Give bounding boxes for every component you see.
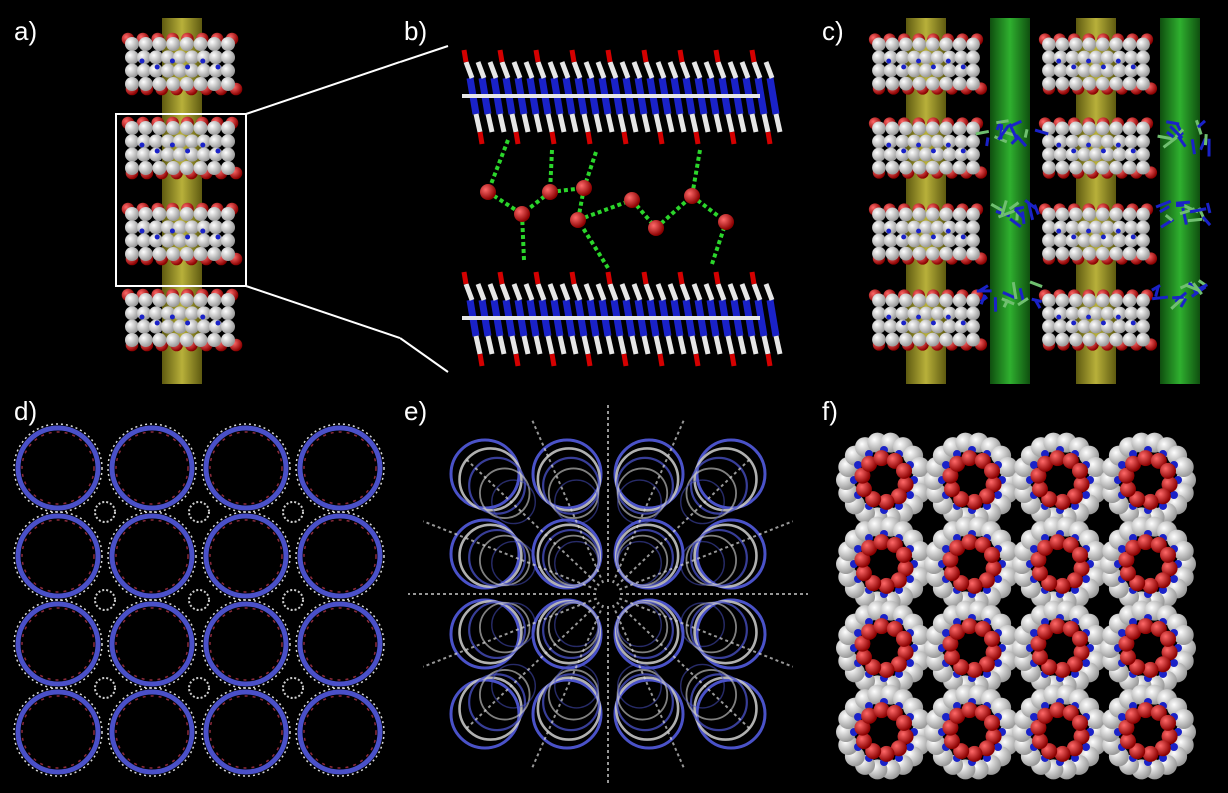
- zoom-line-top-ext: [400, 46, 448, 62]
- macrocycle-wireframe: [108, 512, 196, 600]
- zoom-line-bottom: [246, 286, 400, 338]
- macrocycle: [122, 33, 243, 96]
- macrocycle: [869, 289, 987, 350]
- macrocycle-spacefill: [836, 685, 932, 780]
- macrocycle-wireframe: [296, 688, 384, 776]
- central-pore: [596, 582, 620, 606]
- panel-c-svg: [820, 0, 1228, 390]
- macrocycle-spacefill: [924, 433, 1020, 528]
- panel-b-svg: [400, 0, 820, 390]
- macrocycle-spacefill: [1012, 433, 1108, 528]
- macrocycle-spacefill: [836, 517, 932, 612]
- water-oxygen: [684, 188, 700, 204]
- macrocycle-spacefill: [1012, 517, 1108, 612]
- macrocycle-wireframe: [14, 424, 102, 512]
- macrocycle-wireframe: [202, 424, 290, 512]
- macrocycle-wireframe: [686, 468, 736, 518]
- macrocycle-stick-top: [462, 50, 780, 144]
- interstitial-node: [283, 678, 303, 698]
- macrocycle-wireframe: [686, 670, 736, 720]
- interstitial-node: [95, 590, 115, 610]
- panel-f-spacefill: [820, 396, 1228, 793]
- macrocycle-spacefill: [836, 601, 932, 696]
- macrocycle-wireframe: [296, 600, 384, 688]
- interstitial-node: [189, 678, 209, 698]
- panel-a-svg: [0, 0, 400, 390]
- macrocycle-wireframe: [202, 688, 290, 776]
- macrocycle-spacefill: [836, 433, 932, 528]
- macrocycle: [1039, 117, 1157, 178]
- macrocycle: [869, 33, 987, 94]
- water-oxygen: [718, 214, 734, 230]
- macrocycle-wireframe: [480, 468, 530, 518]
- macrocycle-spacefill: [1100, 433, 1196, 528]
- macrocycle: [122, 289, 243, 352]
- water-oxygen: [576, 180, 592, 196]
- macrocycle-wireframe: [14, 600, 102, 688]
- water-cluster: [480, 140, 734, 268]
- water-oxygen: [514, 206, 530, 222]
- green-channel: [990, 18, 1030, 384]
- panel-e-perspective: [400, 396, 820, 793]
- hydrogen-bond: [578, 200, 632, 220]
- macrocycle-wireframe: [296, 512, 384, 600]
- macrocycle-spacefill: [1100, 517, 1196, 612]
- macrocycle-wireframe: [296, 424, 384, 512]
- macrocycle-stick-bottom: [462, 272, 780, 366]
- interstitial-node: [95, 502, 115, 522]
- interstitial-node: [283, 502, 303, 522]
- macrocycle-wireframe: [108, 600, 196, 688]
- macrocycle-spacefill: [1100, 601, 1196, 696]
- macrocycle: [1039, 289, 1157, 350]
- interstitial-node: [189, 502, 209, 522]
- panel-f-svg: [820, 396, 1228, 793]
- macrocycle-wireframe: [108, 424, 196, 512]
- macrocycle-wireframe: [480, 670, 530, 720]
- panel-c-packing: [820, 0, 1228, 390]
- water-oxygen: [570, 212, 586, 228]
- macrocycle: [1039, 33, 1157, 94]
- water-oxygen: [648, 220, 664, 236]
- macrocycle-spacefill: [924, 601, 1020, 696]
- interstitial-node: [189, 590, 209, 610]
- macrocycle-wireframe: [202, 512, 290, 600]
- panel-d-wireframe: [0, 396, 400, 793]
- interstitial-node: [283, 590, 303, 610]
- hydrogen-bond: [578, 220, 608, 268]
- macrocycle-spacefill: [1012, 601, 1108, 696]
- macrocycle-spacefill: [1012, 685, 1108, 780]
- zoom-line-top: [246, 62, 400, 114]
- macrocycle: [869, 203, 987, 264]
- macrocycle: [122, 117, 243, 180]
- panel-d-svg: [0, 396, 400, 793]
- water-oxygen: [542, 184, 558, 200]
- water-oxygen: [480, 184, 496, 200]
- macrocycle-spacefill: [924, 517, 1020, 612]
- hydrogen-bond: [488, 140, 508, 192]
- macrocycle-wireframe: [108, 688, 196, 776]
- macrocycle: [869, 117, 987, 178]
- guest-molecule: [976, 120, 1048, 146]
- zoom-line-bottom-ext: [400, 338, 448, 372]
- macrocycle-wireframe: [14, 688, 102, 776]
- macrocycle-spacefill: [924, 685, 1020, 780]
- panel-e-svg: [400, 396, 820, 793]
- green-channel: [1160, 18, 1200, 384]
- panel-a-stack: [0, 0, 400, 390]
- interstitial-node: [95, 678, 115, 698]
- macrocycle: [1039, 203, 1157, 264]
- macrocycle: [122, 203, 243, 266]
- macrocycle-spacefill: [1100, 685, 1196, 780]
- macrocycle-wireframe: [14, 512, 102, 600]
- water-oxygen: [624, 192, 640, 208]
- panel-b-hbond: [400, 0, 820, 390]
- macrocycle-wireframe: [202, 600, 290, 688]
